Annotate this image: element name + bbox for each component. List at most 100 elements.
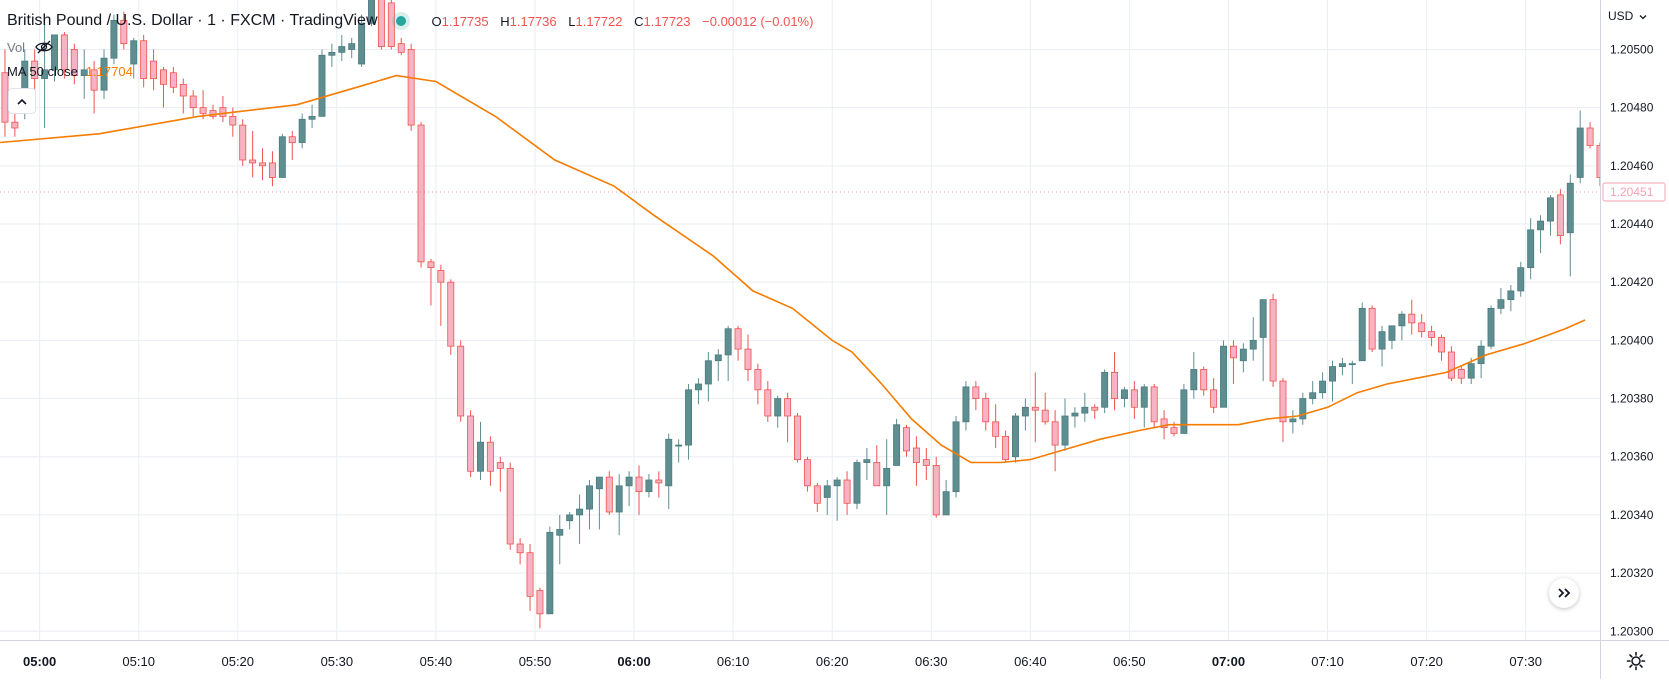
candle-body bbox=[784, 398, 792, 417]
ma-value: 1.17704 bbox=[85, 63, 133, 79]
currency-selector[interactable]: USD bbox=[1608, 9, 1647, 23]
candle bbox=[1299, 392, 1307, 425]
candle-body bbox=[368, 0, 375, 24]
candle bbox=[823, 480, 831, 515]
candle-body bbox=[972, 386, 980, 399]
candle-body bbox=[625, 476, 633, 487]
candle bbox=[51, 34, 58, 82]
candle bbox=[486, 436, 494, 486]
candle-body bbox=[932, 465, 940, 516]
candle bbox=[1190, 352, 1198, 399]
candle bbox=[268, 151, 276, 187]
candle-body bbox=[328, 51, 336, 56]
candle-body bbox=[417, 124, 425, 263]
ma-indicator-row[interactable]: MA 50 close 1.17704 bbox=[7, 62, 133, 80]
ma-50-line bbox=[0, 74, 1586, 464]
candle-body bbox=[1269, 299, 1277, 382]
time-tick-label: 06:40 bbox=[1014, 654, 1047, 669]
eye-crossed-icon[interactable] bbox=[35, 40, 53, 54]
candle bbox=[665, 433, 673, 510]
candle-body bbox=[338, 46, 346, 53]
candle-body bbox=[1348, 363, 1356, 366]
chart-settings-button[interactable] bbox=[1623, 648, 1649, 674]
candle bbox=[883, 439, 891, 515]
candle-body bbox=[1527, 229, 1535, 269]
candle bbox=[1378, 325, 1386, 367]
candle bbox=[427, 258, 435, 306]
candle bbox=[308, 104, 316, 128]
candle bbox=[1239, 343, 1247, 373]
symbol-legend[interactable]: British Pound / U.S. Dollar · 1 · FXCM ·… bbox=[7, 10, 813, 32]
candle-body bbox=[219, 107, 227, 117]
candle-body bbox=[308, 115, 316, 120]
candle bbox=[1120, 386, 1128, 408]
candle bbox=[784, 392, 792, 443]
candle bbox=[298, 113, 306, 149]
candle bbox=[853, 459, 861, 510]
candle-body bbox=[1467, 363, 1475, 379]
collapse-legend-button[interactable] bbox=[8, 88, 36, 114]
candle bbox=[655, 471, 663, 498]
close-value: 1.17723 bbox=[643, 13, 691, 29]
candle bbox=[1259, 299, 1267, 382]
candle-body bbox=[1556, 194, 1564, 237]
candle bbox=[288, 130, 296, 160]
change-value: −0.00012 (−0.01%) bbox=[702, 13, 814, 29]
candle-body bbox=[1299, 398, 1307, 420]
candle-body bbox=[1012, 415, 1019, 458]
candle-body bbox=[605, 476, 613, 513]
time-tick-label: 07:30 bbox=[1509, 654, 1542, 669]
candle bbox=[734, 325, 742, 361]
candle-body bbox=[1002, 435, 1010, 461]
candle-body bbox=[387, 2, 395, 47]
volume-indicator-row[interactable]: Vol bbox=[7, 38, 53, 56]
candle-body bbox=[1229, 345, 1237, 359]
candle bbox=[447, 279, 455, 355]
candle-body bbox=[883, 467, 891, 487]
scroll-to-realtime-button[interactable] bbox=[1549, 578, 1579, 608]
candle-body bbox=[140, 40, 148, 79]
candle bbox=[368, 0, 375, 27]
candle bbox=[1229, 340, 1237, 384]
time-tick-label: 06:10 bbox=[717, 654, 750, 669]
candle bbox=[60, 32, 68, 79]
candle bbox=[358, 14, 366, 67]
candle bbox=[694, 378, 702, 405]
symbol-title[interactable]: British Pound / U.S. Dollar · 1 · FXCM ·… bbox=[7, 12, 378, 29]
currency-label: USD bbox=[1608, 9, 1634, 23]
candle-body bbox=[1150, 386, 1158, 423]
price-scale-background bbox=[1600, 0, 1669, 679]
candle-body bbox=[1120, 389, 1128, 399]
candle bbox=[1319, 372, 1327, 399]
candle bbox=[794, 413, 801, 463]
candle-body bbox=[239, 124, 247, 161]
candle-body bbox=[873, 462, 881, 487]
candle bbox=[1497, 288, 1505, 315]
candle-body bbox=[526, 552, 534, 597]
candle-body bbox=[1338, 363, 1346, 367]
candle bbox=[328, 43, 336, 67]
candle-body bbox=[1408, 313, 1416, 324]
open-label: O bbox=[431, 13, 442, 29]
candle bbox=[675, 439, 683, 463]
candle-body bbox=[199, 107, 207, 114]
candle-body bbox=[1388, 325, 1396, 341]
candle-body bbox=[1101, 371, 1109, 408]
candle-body bbox=[724, 328, 732, 356]
candle-body bbox=[1200, 369, 1208, 391]
candle-body bbox=[467, 415, 475, 472]
candle-body bbox=[813, 485, 821, 504]
candle bbox=[110, 14, 118, 64]
candle bbox=[893, 418, 901, 466]
price-tick-label: 1.20300 bbox=[1610, 624, 1654, 638]
candle-body bbox=[1259, 299, 1267, 338]
candle bbox=[863, 448, 871, 480]
candle bbox=[843, 471, 851, 515]
candle-body bbox=[645, 479, 653, 493]
candle-body bbox=[318, 54, 326, 117]
candle bbox=[1289, 410, 1297, 434]
candle-body bbox=[477, 441, 484, 472]
candle-body bbox=[982, 398, 990, 423]
